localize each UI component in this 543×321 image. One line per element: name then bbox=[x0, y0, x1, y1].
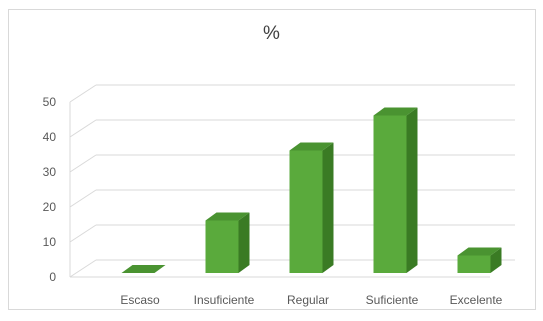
gridline-diagonal bbox=[69, 119, 97, 138]
y-tick-label: 10 bbox=[43, 235, 57, 249]
bar-side-insuficiente bbox=[238, 212, 250, 273]
bar-side-excelente bbox=[490, 247, 502, 273]
y-tick-label: 0 bbox=[49, 270, 56, 284]
y-tick-label: 40 bbox=[43, 130, 57, 144]
bar-top-regular bbox=[289, 142, 334, 151]
bar-top-insuficiente bbox=[205, 212, 250, 221]
x-tick-label: Suficiente bbox=[366, 293, 419, 307]
x-tick-label: Insuficiente bbox=[194, 293, 255, 307]
bar-side-suficiente bbox=[406, 107, 418, 273]
gridline-diagonal bbox=[69, 84, 97, 103]
bar-regular bbox=[289, 150, 323, 273]
bar-insuficiente bbox=[205, 220, 239, 273]
y-tick-label: 30 bbox=[43, 165, 57, 179]
gridline-diagonal bbox=[69, 189, 97, 208]
y-tick-label: 50 bbox=[43, 95, 57, 109]
chart-title: % bbox=[263, 23, 280, 44]
bar-top-escaso bbox=[121, 265, 166, 273]
bar-top-excelente bbox=[457, 247, 502, 256]
x-tick-label: Escaso bbox=[120, 293, 160, 307]
bar-suficiente bbox=[373, 115, 407, 273]
gridline-diagonal bbox=[69, 259, 97, 278]
gridline-diagonal bbox=[69, 224, 97, 243]
y-tick-label: 20 bbox=[43, 200, 57, 214]
gridline-diagonal bbox=[69, 154, 97, 173]
x-tick-label: Regular bbox=[287, 293, 329, 307]
bar-side-regular bbox=[322, 142, 334, 273]
bar-top-suficiente bbox=[373, 107, 418, 116]
bar-excelente bbox=[457, 255, 491, 273]
x-tick-label: Excelente bbox=[450, 293, 503, 307]
